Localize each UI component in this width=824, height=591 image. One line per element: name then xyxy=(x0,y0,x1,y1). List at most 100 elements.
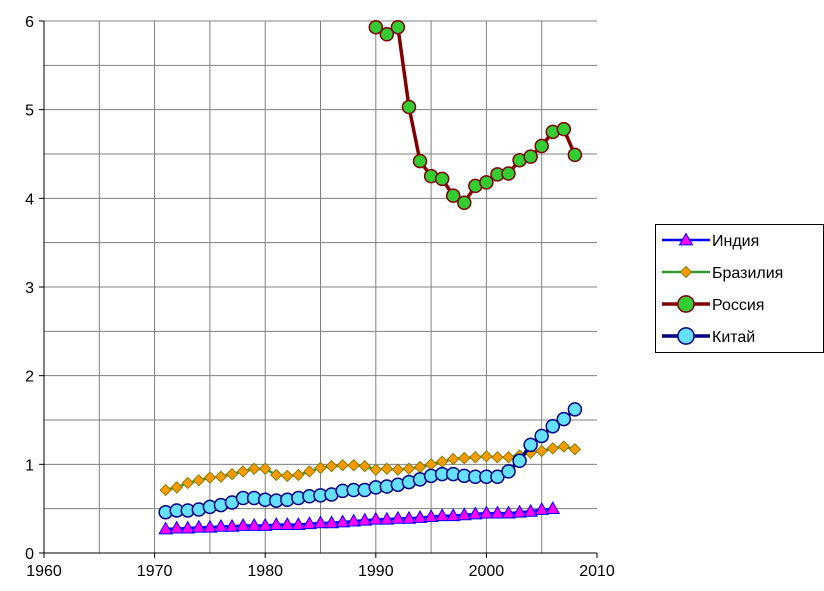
data-point xyxy=(535,444,548,458)
data-point xyxy=(567,147,583,163)
data-point xyxy=(303,465,316,478)
data-point xyxy=(501,464,516,479)
legend-label: Индия xyxy=(712,233,759,250)
data-point xyxy=(401,510,417,524)
x-tick-label: 1970 xyxy=(137,563,173,580)
data-point xyxy=(214,470,228,483)
data-point xyxy=(434,508,450,522)
data-point xyxy=(556,121,572,137)
data-point xyxy=(534,428,549,444)
data-point xyxy=(379,27,395,42)
legend-label: Бразилия xyxy=(712,265,783,282)
data-point xyxy=(347,459,360,472)
data-point xyxy=(568,443,582,456)
data-point xyxy=(467,506,483,520)
data-point xyxy=(236,465,250,478)
y-tick-label: 1 xyxy=(25,457,34,474)
data-point xyxy=(412,510,428,523)
data-point xyxy=(412,153,428,169)
data-point xyxy=(281,469,294,483)
data-point xyxy=(523,149,538,164)
legend-entry: Россия xyxy=(662,295,764,314)
data-point xyxy=(292,468,305,482)
legend-marker xyxy=(677,295,695,313)
data-point xyxy=(302,516,317,530)
data-point xyxy=(523,437,538,453)
data-point xyxy=(291,517,306,531)
y-tick-label: 4 xyxy=(25,191,34,208)
data-point xyxy=(213,518,229,532)
data-point xyxy=(368,511,384,525)
data-point xyxy=(279,517,295,531)
data-point xyxy=(247,462,261,475)
data-point xyxy=(336,459,349,472)
data-point xyxy=(180,520,196,534)
data-point xyxy=(534,502,550,515)
y-tick-label: 3 xyxy=(25,280,34,297)
data-point xyxy=(534,138,549,154)
data-point xyxy=(270,468,283,482)
series-3 xyxy=(158,402,583,520)
data-point xyxy=(203,471,217,484)
data-point xyxy=(423,509,439,523)
data-point xyxy=(235,518,251,531)
data-point xyxy=(501,166,516,181)
x-tick-label: 1990 xyxy=(358,563,394,580)
legend-label: Россия xyxy=(712,297,764,314)
data-point xyxy=(202,519,218,533)
series-0 xyxy=(158,501,561,535)
data-point xyxy=(192,474,206,487)
data-point xyxy=(159,483,172,497)
y-tick-label: 2 xyxy=(25,369,34,386)
legend-marker xyxy=(677,327,695,345)
data-point xyxy=(402,462,416,475)
data-point xyxy=(324,515,339,529)
data-point xyxy=(491,451,504,464)
y-tick-label: 6 xyxy=(25,14,34,31)
data-point xyxy=(479,505,494,519)
data-point xyxy=(457,195,472,211)
data-point xyxy=(523,503,539,517)
data-point xyxy=(434,171,450,187)
data-point xyxy=(268,517,284,531)
data-point xyxy=(557,440,571,453)
data-point xyxy=(314,461,327,475)
data-point xyxy=(380,462,394,475)
y-tick-label: 0 xyxy=(25,546,34,563)
data-point xyxy=(225,467,239,481)
series-2 xyxy=(368,19,583,211)
data-point xyxy=(390,19,406,35)
data-point xyxy=(224,518,240,532)
legend: Индия Бразилия Россия Китай xyxy=(655,224,824,353)
data-point xyxy=(545,418,561,434)
data-point xyxy=(512,453,527,469)
data-point xyxy=(447,452,460,466)
legend-entry: Индия xyxy=(662,232,759,250)
data-point xyxy=(501,505,516,519)
x-tick-label: 2010 xyxy=(579,563,615,580)
data-point xyxy=(480,450,493,463)
data-point xyxy=(257,518,273,531)
legend-marker xyxy=(679,265,693,279)
data-point xyxy=(391,463,405,476)
data-point xyxy=(445,508,461,522)
data-point xyxy=(325,459,338,473)
data-point xyxy=(458,451,471,465)
legend-label: Китай xyxy=(712,329,755,346)
data-point xyxy=(158,521,174,535)
data-point xyxy=(512,504,527,518)
axes: 0 1 2 3 4 5 6 1960 1970 1980 1990 2000 2010 xyxy=(25,14,615,580)
data-point xyxy=(567,402,583,417)
data-point xyxy=(246,518,262,531)
data-point xyxy=(546,442,559,455)
data-point xyxy=(490,505,505,519)
data-point xyxy=(169,520,185,534)
data-point xyxy=(358,459,371,473)
data-point xyxy=(181,476,194,490)
data-point xyxy=(170,481,183,494)
data-point xyxy=(479,175,494,190)
data-point xyxy=(390,510,406,524)
data-point xyxy=(335,514,350,528)
data-point xyxy=(313,515,328,529)
